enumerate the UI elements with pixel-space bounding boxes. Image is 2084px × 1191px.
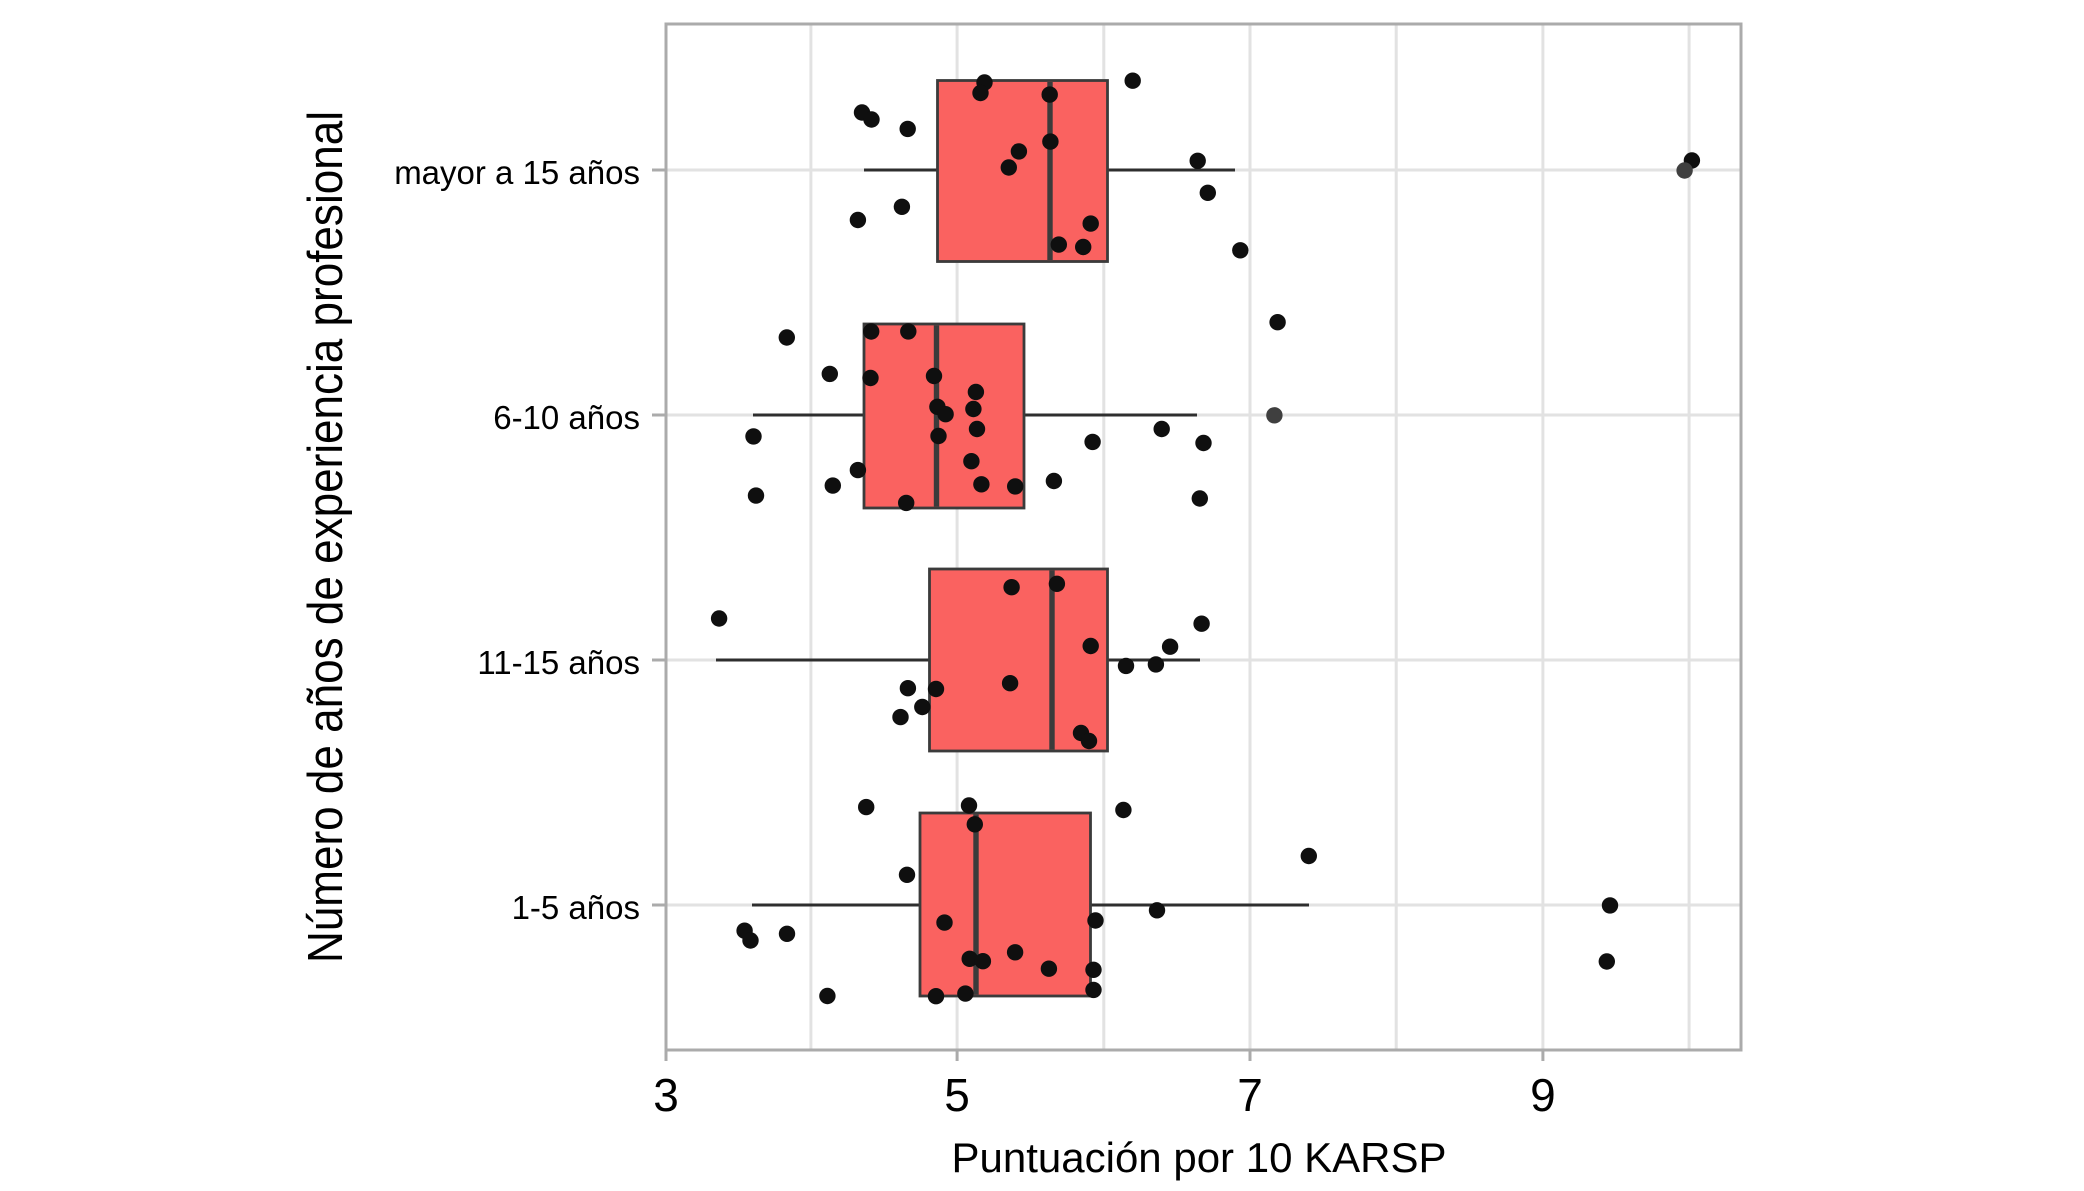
svg-text:9: 9 [1530,1069,1556,1121]
svg-text:mayor a 15 años: mayor a 15 años [394,154,640,191]
svg-text:Puntuación por 10 KARSP: Puntuación por 10 KARSP [952,1134,1447,1181]
svg-text:6-10 años: 6-10 años [493,399,640,436]
svg-text:Número de años de experiencia: Número de años de experiencia profesiona… [299,111,353,963]
svg-text:11-15 años: 11-15 años [477,644,640,681]
svg-text:7: 7 [1237,1069,1263,1121]
svg-text:3: 3 [653,1069,679,1121]
svg-text:1-5 años: 1-5 años [512,889,640,926]
svg-text:5: 5 [944,1069,970,1121]
